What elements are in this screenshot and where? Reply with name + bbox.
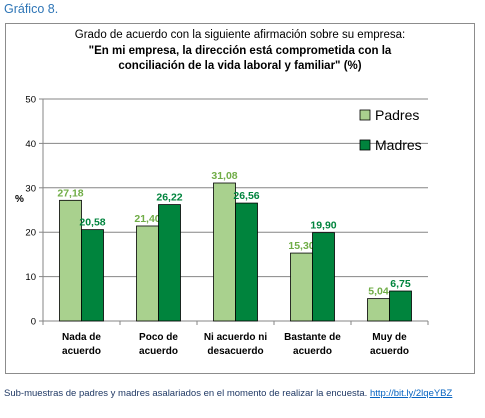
chart-title: Grado de acuerdo con la siguiente afirma…: [74, 29, 406, 41]
chart-subtitle-line-1: "En mi empresa, la dirección está compro…: [88, 45, 392, 57]
legend-swatch-madres: [359, 139, 371, 151]
legend-label-madres: Madres: [375, 137, 422, 153]
source-link[interactable]: http://bit.ly/2lqeYBZ: [369, 388, 453, 399]
data-label-padres: 15,30: [288, 240, 314, 252]
bar-padres: [136, 225, 159, 322]
bar-madres: [312, 232, 335, 322]
source-note: Sub-muestras de padres y madres asalaria…: [4, 388, 452, 399]
x-tick-label: desacuerdo: [207, 346, 263, 357]
data-label-madres: 26,22: [156, 192, 182, 204]
legend-swatch-padres: [359, 109, 371, 121]
data-label-padres: 5,04: [368, 286, 389, 298]
data-label-padres: 21,40: [134, 213, 160, 225]
bar-padres: [290, 252, 313, 322]
data-label-madres: 19,90: [310, 220, 336, 232]
x-tick-label: acuerdo: [62, 346, 101, 357]
y-tick-label: 50: [25, 95, 36, 106]
x-tick-label: acuerdo: [139, 346, 178, 357]
y-tick-label: 30: [25, 183, 36, 194]
bar-madres: [158, 204, 181, 322]
bar-padres: [213, 182, 236, 322]
chart-subtitle-line-2: conciliación de la vida laboral y famili…: [118, 60, 362, 72]
chart-subtitle: "En mi empresa, la dirección está compro…: [5, 44, 475, 74]
y-tick-label: 0: [31, 317, 36, 328]
bar-padres: [59, 199, 82, 322]
y-tick-label: 40: [25, 139, 36, 150]
legend-label-padres: Padres: [375, 107, 419, 123]
bar-madres: [235, 202, 258, 322]
bar-madres: [81, 229, 104, 322]
x-tick-label: Poco de: [139, 332, 178, 343]
data-label-padres: 27,18: [57, 187, 83, 199]
figure-caption: Gráfico 8.: [4, 2, 59, 16]
x-tick-label: Nada de: [62, 332, 101, 343]
y-tick-label: 20: [25, 228, 36, 239]
data-label-madres: 6,75: [390, 278, 411, 290]
data-label-padres: 31,08: [211, 170, 237, 182]
y-axis-label: %: [15, 194, 24, 205]
bar-padres: [367, 298, 390, 322]
bar-madres: [389, 290, 412, 322]
x-tick-label: Ni acuerdo ni: [204, 332, 268, 343]
x-tick-label: acuerdo: [370, 346, 409, 357]
data-label-madres: 20,58: [79, 217, 105, 229]
source-text: Sub-muestras de padres y madres asalaria…: [4, 388, 368, 399]
data-label-madres: 26,56: [233, 190, 259, 202]
x-tick-label: Bastante de: [284, 332, 341, 343]
x-tick-label: acuerdo: [293, 346, 332, 357]
y-tick-label: 10: [25, 272, 36, 283]
x-tick-label: Muy de: [372, 332, 407, 343]
